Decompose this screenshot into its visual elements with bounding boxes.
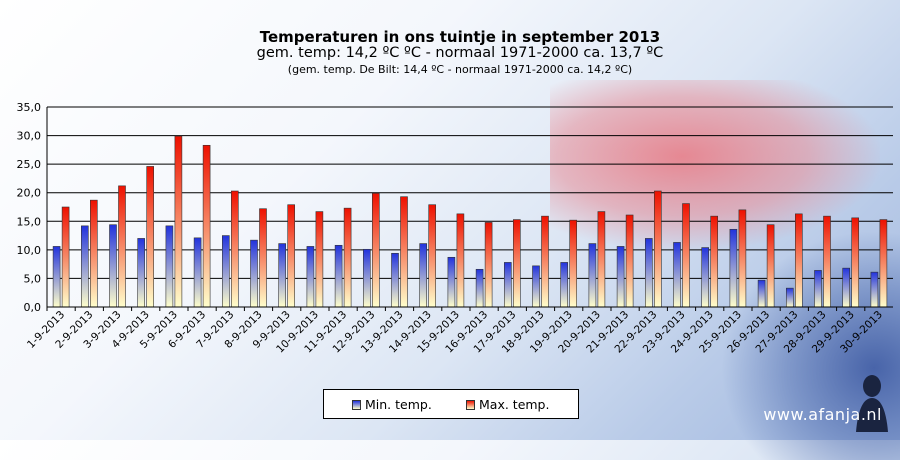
legend-item-min: Min. temp. — [352, 397, 432, 412]
person-silhouette-logo — [856, 375, 888, 432]
bar-min-temp — [419, 243, 428, 308]
bar-min-temp — [870, 271, 879, 308]
bar-min-temp — [644, 238, 653, 308]
y-tick-label: 10,0 — [17, 244, 42, 257]
bar-max-temp — [597, 211, 606, 308]
legend: Min. temp. Max. temp. — [323, 389, 579, 419]
y-tick-label: 0,0 — [24, 301, 42, 314]
gridlines — [47, 106, 893, 308]
bar-max-temp — [879, 219, 888, 308]
bar-max-temp — [343, 207, 352, 308]
bar-max-temp — [90, 199, 98, 308]
bar-min-temp — [503, 262, 512, 308]
bar-max-temp — [174, 135, 183, 308]
bar-max-temp — [231, 190, 239, 308]
bar-max-temp — [653, 190, 662, 308]
y-tick-label: 20,0 — [17, 187, 42, 200]
bar-max-temp — [61, 206, 70, 308]
bar-max-temp — [682, 203, 690, 308]
bar-min-temp — [109, 224, 117, 308]
y-tick-label: 35,0 — [17, 101, 42, 114]
bar-min-temp — [532, 265, 540, 308]
y-tick-label: 15,0 — [17, 215, 42, 228]
bar-min-temp — [673, 242, 681, 308]
bar-max-temp — [541, 215, 549, 308]
bar-min-temp — [52, 246, 61, 308]
bar-min-temp — [475, 268, 484, 308]
bar-min-temp — [729, 228, 738, 308]
bar-max-temp — [625, 214, 634, 308]
legend-swatch-max — [466, 399, 475, 410]
bar-min-temp — [842, 267, 851, 308]
bar-max-temp — [428, 204, 437, 308]
bars — [52, 135, 888, 308]
bar-min-temp — [447, 256, 456, 308]
bar-max-temp — [202, 144, 211, 308]
bar-max-temp — [794, 213, 803, 308]
chart-subtitle-debilt: (gem. temp. De Bilt: 14,4 ºC - normaal 1… — [287, 63, 633, 76]
legend-item-max: Max. temp. — [466, 397, 549, 412]
y-tick-label: 30,0 — [17, 130, 42, 143]
chart-subtitle: gem. temp: 14,2 ºC ºC - normaal 1971-200… — [256, 45, 664, 61]
bar-min-temp — [278, 243, 287, 308]
bar-max-temp — [710, 215, 719, 308]
bar-max-temp — [766, 224, 775, 308]
bar-max-temp — [315, 211, 324, 308]
bar-max-temp — [823, 215, 831, 308]
bar-max-temp — [287, 204, 296, 308]
y-tick-label: 25,0 — [17, 158, 42, 171]
bar-min-temp — [785, 287, 794, 308]
chart-title: Temperaturen in ons tuintje in september… — [259, 28, 661, 46]
bar-max-temp — [484, 222, 493, 308]
bar-min-temp — [193, 237, 202, 308]
bar-min-temp — [588, 243, 597, 308]
bar-min-temp — [814, 270, 822, 308]
bar-min-temp — [250, 239, 258, 308]
legend-label-max: Max. temp. — [479, 397, 550, 412]
bar-min-temp — [334, 244, 343, 308]
bar-max-temp — [738, 209, 747, 308]
bar-min-temp — [137, 238, 145, 308]
bar-max-temp — [400, 196, 408, 308]
bar-min-temp — [362, 248, 371, 308]
bar-max-temp — [259, 208, 267, 308]
legend-label-min: Min. temp. — [365, 397, 432, 412]
bar-max-temp — [851, 217, 860, 308]
bar-min-temp — [306, 246, 315, 308]
bar-max-temp — [512, 219, 521, 308]
bar-max-temp — [118, 185, 126, 308]
bar-min-temp — [560, 262, 569, 308]
y-tick-label: 5,0 — [24, 272, 42, 285]
watermark: www.afanja.nl — [763, 405, 882, 424]
bar-min-temp — [701, 247, 710, 308]
bar-min-temp — [81, 225, 89, 308]
legend-swatch-min — [352, 399, 361, 410]
bar-max-temp — [456, 213, 465, 308]
bar-min-temp — [222, 235, 230, 308]
bar-min-temp — [391, 252, 399, 308]
temperature-bar-chart: 0,05,010,015,020,025,030,035,01-9-20132-… — [17, 101, 893, 356]
bar-min-temp — [757, 279, 766, 308]
bar-min-temp — [616, 246, 625, 308]
bar-max-temp — [146, 166, 154, 308]
bar-max-temp — [569, 219, 578, 308]
bar-max-temp — [371, 192, 380, 308]
bar-min-temp — [165, 225, 174, 308]
